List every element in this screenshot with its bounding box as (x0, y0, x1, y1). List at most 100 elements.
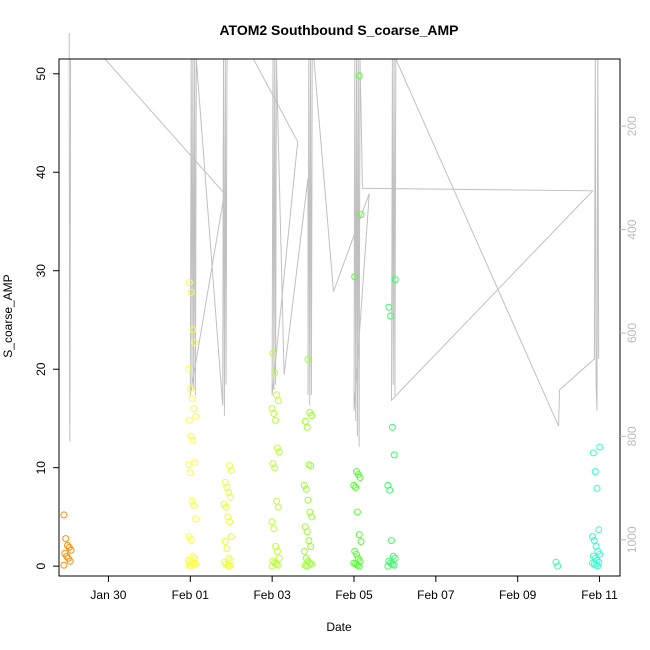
data-point (192, 413, 200, 420)
data-point (595, 526, 603, 534)
data-point (306, 409, 314, 416)
data-point (593, 556, 601, 564)
y-axis-right: 200 400 600 800 1000 (620, 116, 639, 553)
data-point (308, 513, 316, 521)
data-point (225, 488, 233, 496)
data-point (301, 417, 309, 425)
x-tick-label: Feb 03 (253, 588, 291, 602)
data-point (307, 543, 315, 550)
points-layer (60, 72, 604, 570)
data-point (190, 405, 198, 413)
data-point (226, 518, 234, 526)
data-point (226, 462, 234, 470)
data-point (273, 444, 281, 452)
data-point (187, 288, 195, 296)
data-point (274, 503, 282, 511)
data-point (302, 485, 310, 493)
y-tick-label: 10 (34, 461, 48, 475)
data-point (227, 556, 234, 564)
data-point (269, 557, 277, 565)
y-right-tick-label: 1000 (625, 526, 639, 553)
data-point (189, 436, 197, 444)
data-point (390, 451, 398, 459)
data-point (591, 554, 599, 562)
data-point (186, 385, 194, 393)
data-point (596, 443, 604, 451)
data-point (388, 423, 396, 431)
data-point (355, 72, 363, 80)
data-point (191, 554, 199, 562)
grey-series-line (68, 33, 600, 447)
data-point (594, 547, 602, 555)
data-point (227, 493, 234, 501)
data-point (391, 554, 399, 562)
data-point (387, 312, 395, 320)
data-point (355, 531, 363, 539)
data-point (275, 554, 283, 562)
data-point (270, 525, 278, 533)
data-point (591, 468, 599, 476)
data-point (353, 468, 360, 476)
data-point (300, 481, 308, 489)
x-tick-label: Feb 07 (417, 588, 455, 602)
data-point (388, 537, 395, 544)
data-point (190, 501, 198, 509)
data-point (184, 365, 192, 373)
y-tick-label: 40 (34, 165, 48, 179)
data-point (552, 558, 560, 566)
data-point (268, 405, 276, 413)
data-point (391, 276, 399, 284)
data-point (589, 533, 596, 541)
data-point (191, 339, 199, 347)
data-point (271, 559, 279, 567)
data-point (386, 486, 394, 494)
data-point (589, 552, 597, 560)
y-right-tick-label: 200 (625, 116, 639, 136)
x-axis: Jan 30 Feb 01 Feb 03 Feb 05 Feb 07 Feb 09 Feb … (90, 576, 618, 602)
data-point (224, 513, 232, 521)
data-point (304, 355, 312, 363)
y-tick-label: 20 (34, 362, 48, 376)
y-tick-label: 50 (34, 67, 48, 81)
data-point (351, 547, 359, 555)
data-point (227, 467, 235, 475)
data-point (62, 535, 70, 543)
data-point (220, 500, 228, 508)
data-point (303, 423, 311, 431)
data-point (65, 543, 73, 551)
data-point (385, 303, 393, 311)
data-point (271, 464, 279, 472)
data-point (351, 273, 359, 281)
data-point (270, 410, 278, 417)
data-point (306, 559, 314, 567)
x-axis-label: Date (326, 620, 352, 634)
data-point (191, 459, 199, 467)
data-point (274, 397, 282, 405)
x-tick-label: Feb 01 (172, 588, 210, 602)
x-tick-label: Feb 11 (581, 588, 618, 602)
data-point (305, 461, 313, 469)
data-point (354, 554, 362, 562)
data-point (223, 544, 231, 552)
data-point (221, 538, 229, 545)
x-tick-label: Feb 09 (499, 588, 537, 602)
y-right-tick-label: 400 (625, 219, 639, 239)
data-point (185, 533, 193, 541)
data-point (60, 561, 68, 569)
data-point (188, 497, 196, 505)
data-point (352, 483, 360, 491)
grey-line-layer (68, 33, 600, 447)
data-point (272, 416, 280, 424)
data-point (385, 557, 393, 565)
data-point (222, 560, 230, 568)
data-point (590, 537, 598, 544)
data-point (389, 552, 397, 560)
data-point (184, 461, 192, 469)
data-point (589, 449, 597, 457)
data-point (353, 508, 361, 516)
data-point (184, 556, 192, 564)
data-point (64, 542, 71, 549)
y-axis-label: S_coarse_AMP (1, 274, 15, 357)
data-point (185, 416, 193, 424)
